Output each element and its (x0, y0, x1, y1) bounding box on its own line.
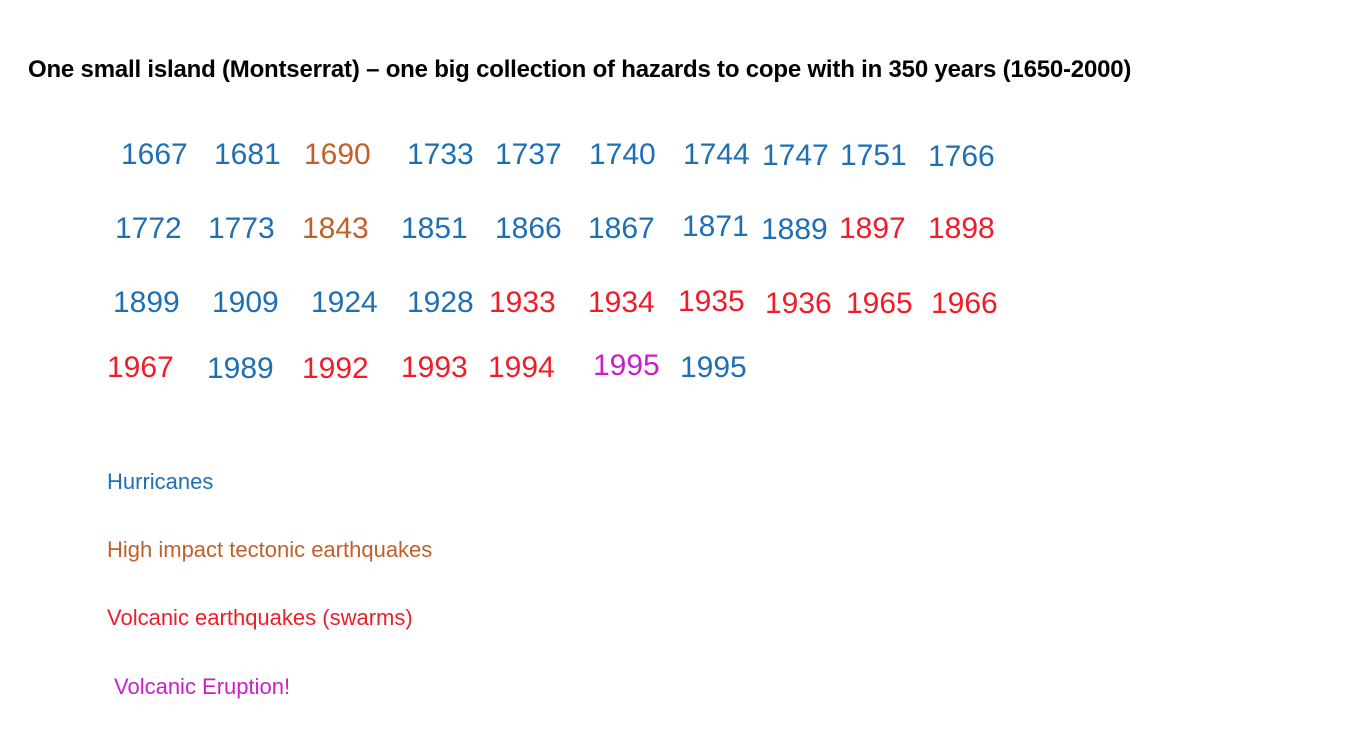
year-label: 1993 (401, 351, 468, 384)
year-label: 1909 (212, 286, 279, 319)
year-label: 1740 (589, 138, 656, 171)
year-label: 1766 (928, 140, 995, 173)
year-label: 1867 (588, 212, 655, 245)
year-label: 1667 (121, 138, 188, 171)
legend-volcanic-eruption: Volcanic Eruption! (114, 674, 291, 699)
year-label: 1899 (113, 286, 180, 319)
year-label: 1995 (593, 349, 660, 382)
year-label: 1866 (495, 212, 562, 245)
year-label: 1933 (489, 286, 556, 319)
year-label: 1965 (846, 287, 913, 320)
year-label: 1992 (302, 352, 369, 385)
year-label: 1889 (761, 213, 828, 246)
year-label: 1843 (302, 212, 369, 245)
year-label: 1995 (680, 351, 747, 384)
legend-tectonic-earthquakes: High impact tectonic earthquakes (107, 537, 433, 562)
year-label: 1871 (682, 210, 749, 243)
year-label: 1772 (115, 212, 182, 245)
year-label: 1924 (311, 286, 378, 319)
legend-volcanic-earthquakes: Volcanic earthquakes (swarms) (107, 605, 413, 630)
year-label: 1773 (208, 212, 275, 245)
year-label: 1994 (488, 351, 555, 384)
year-label: 1966 (931, 287, 998, 320)
year-label: 1928 (407, 286, 474, 319)
year-label: 1989 (207, 352, 274, 385)
year-label: 1733 (407, 138, 474, 171)
legend-hurricanes: Hurricanes (107, 469, 214, 494)
year-label: 1751 (840, 139, 907, 172)
year-label: 1967 (107, 351, 174, 384)
year-label: 1935 (678, 285, 745, 318)
year-label: 1737 (495, 138, 562, 171)
year-label: 1934 (588, 286, 655, 319)
year-label: 1897 (839, 212, 906, 245)
year-label: 1936 (765, 287, 832, 320)
year-label: 1690 (304, 138, 371, 171)
year-label: 1898 (928, 212, 995, 245)
year-label: 1851 (401, 212, 468, 245)
year-label: 1747 (762, 139, 829, 172)
year-label: 1681 (214, 138, 281, 171)
page-title: One small island (Montserrat) – one big … (28, 56, 1132, 83)
year-label: 1744 (683, 138, 750, 171)
